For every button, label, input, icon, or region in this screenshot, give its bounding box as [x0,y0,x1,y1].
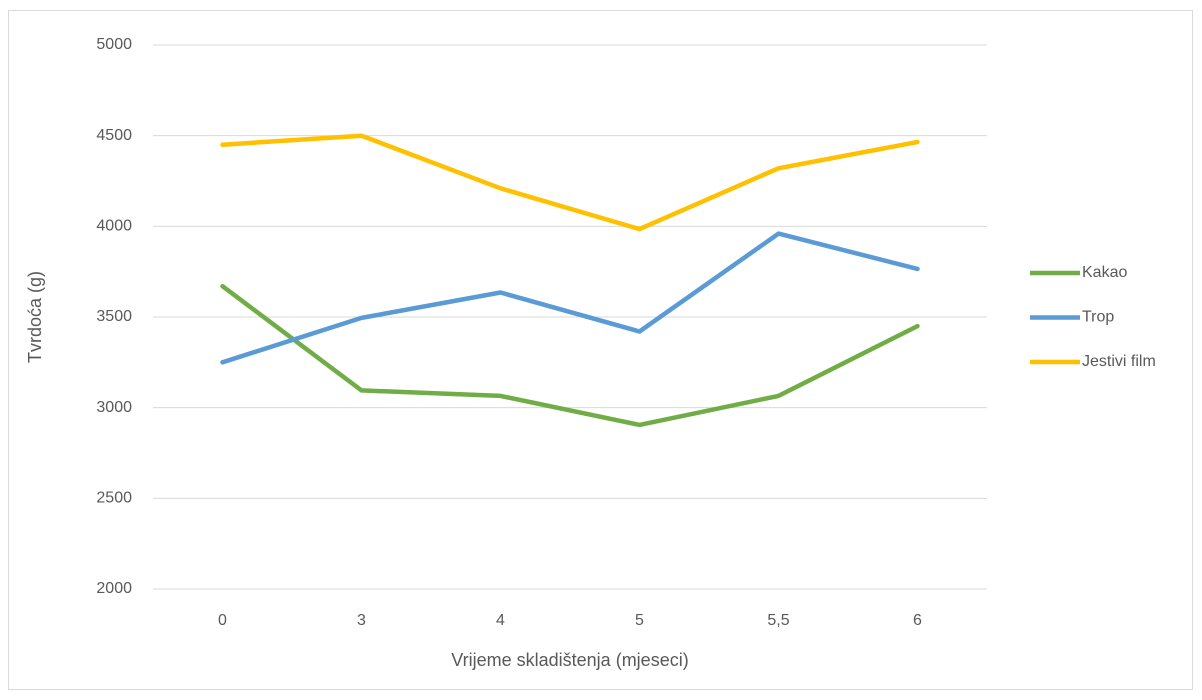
chart-border [8,10,1193,690]
x-tick-label: 0 [218,612,227,629]
legend-label: Trop [1082,309,1114,326]
x-tick-label: 5 [635,612,644,629]
y-tick-label: 2000 [96,580,132,597]
y-tick-label: 5000 [96,36,132,53]
y-axis-title: Tvrdoća (g) [25,271,45,363]
legend-label: Kakao [1082,264,1127,281]
data-line [220,231,920,365]
x-tick-label: 4 [496,612,505,629]
legend-label: Jestivi film [1082,353,1156,370]
data-line [220,283,920,428]
data-line [220,133,920,232]
x-tick-label: 3 [357,612,366,629]
y-tick-label: 2500 [96,490,132,507]
x-tick-label: 5,5 [767,612,789,629]
y-tick-label: 3000 [96,399,132,416]
x-axis-title: Vrijeme skladištenja (mjeseci) [451,650,688,670]
y-tick-label: 4500 [96,127,132,144]
y-tick-label: 3500 [96,308,132,325]
x-tick-label: 6 [913,612,922,629]
y-tick-label: 4000 [96,218,132,235]
